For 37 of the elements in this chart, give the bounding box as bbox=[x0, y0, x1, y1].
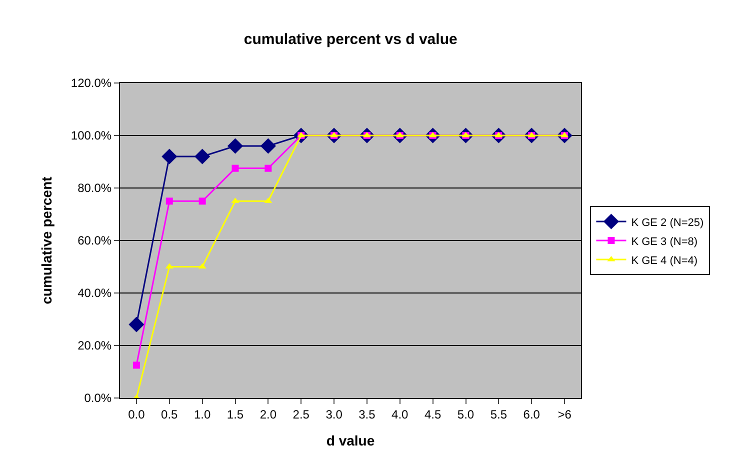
x-tick-label: 5.5 bbox=[490, 407, 508, 422]
point bbox=[132, 362, 140, 369]
x-tick-label: 3.0 bbox=[326, 407, 343, 422]
x-axis-title: d value bbox=[326, 432, 375, 449]
x-tick-label: 3.5 bbox=[358, 407, 376, 422]
y-tick-label: 0.0% bbox=[84, 391, 112, 406]
legend-label: K GE 2 (N=25) bbox=[631, 216, 704, 229]
point bbox=[194, 148, 210, 164]
x-tick-label: 1.0 bbox=[194, 407, 211, 422]
x-tick-label: 0.0 bbox=[128, 407, 146, 422]
point bbox=[264, 164, 272, 172]
point bbox=[227, 138, 244, 154]
chart-title: cumulative percent vs d value bbox=[244, 30, 458, 48]
x-tick-label: 0.5 bbox=[161, 407, 178, 422]
point bbox=[162, 148, 178, 164]
x-tick-label: 1.5 bbox=[226, 407, 244, 422]
point bbox=[166, 198, 173, 205]
x-tick-label: 6.0 bbox=[523, 407, 540, 422]
point bbox=[128, 316, 144, 332]
x-tick-label: 2.0 bbox=[260, 407, 277, 422]
y-tick-label: 80.0% bbox=[78, 181, 112, 196]
x-tick-label: 5.0 bbox=[457, 407, 474, 422]
legend-label: K GE 4 (N=4) bbox=[631, 254, 698, 267]
point bbox=[198, 198, 206, 205]
point bbox=[232, 164, 239, 172]
x-tick-label: 4.5 bbox=[424, 407, 442, 422]
point bbox=[260, 138, 276, 154]
legend-label: K GE 3 (N=8) bbox=[631, 236, 698, 248]
y-tick-label: 100.0% bbox=[70, 128, 112, 143]
y-tick-label: 20.0% bbox=[78, 338, 112, 353]
x-tick-label: 4.0 bbox=[392, 407, 409, 422]
y-axis-title: cumulative percent bbox=[38, 176, 54, 304]
y-tick-label: 120.0% bbox=[70, 76, 112, 90]
y-tick-label: 40.0% bbox=[78, 286, 112, 300]
y-tick-label: 60.0% bbox=[78, 234, 112, 248]
x-tick-label: 2.5 bbox=[292, 407, 310, 422]
x-tick-label: >6 bbox=[558, 407, 572, 422]
